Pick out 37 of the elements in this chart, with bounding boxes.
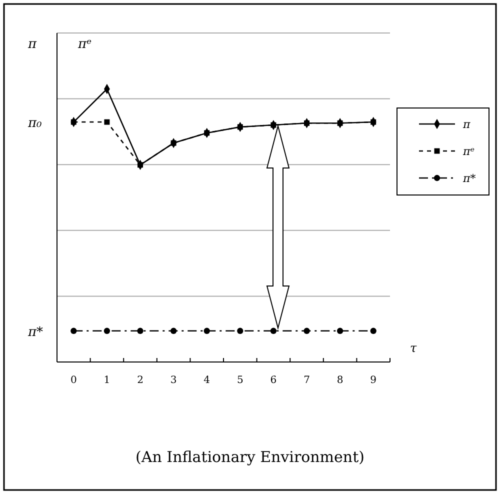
point — [104, 119, 110, 125]
point — [304, 120, 310, 126]
x-tick-label: 9 — [370, 375, 377, 386]
x-tick-label: 3 — [170, 375, 177, 386]
point — [137, 328, 144, 334]
x-tick-label: 5 — [236, 375, 244, 386]
point — [237, 124, 243, 130]
x-tick-label: 4 — [204, 375, 210, 386]
point — [170, 328, 177, 334]
point — [237, 328, 244, 334]
text: π* — [27, 325, 44, 340]
legend-label: πᵉ — [462, 145, 474, 158]
text: (An Inflationary Environment) — [136, 448, 364, 466]
x-tick-label: 7 — [304, 375, 310, 386]
point — [104, 328, 110, 334]
legend-label: π — [462, 118, 471, 131]
point — [370, 328, 376, 334]
text: π₀ — [27, 116, 43, 131]
x-tick-label: 0 — [70, 375, 77, 386]
point — [70, 328, 77, 334]
x-axis-title: τ — [410, 341, 417, 355]
point — [336, 328, 344, 334]
y-axis-title: π — [27, 37, 37, 52]
x-tick-label: 6 — [270, 375, 277, 386]
x-tick-label: 8 — [336, 375, 344, 386]
point — [304, 328, 310, 334]
point — [337, 120, 343, 126]
point — [204, 328, 210, 334]
point — [170, 140, 176, 146]
x-tick-label: 2 — [137, 375, 144, 386]
point — [70, 119, 76, 125]
text: πᵉ — [77, 37, 92, 52]
x-tick-label: 1 — [104, 375, 110, 386]
point — [270, 122, 276, 128]
point — [270, 328, 277, 334]
point — [370, 119, 376, 125]
legend-label: π* — [462, 172, 476, 185]
